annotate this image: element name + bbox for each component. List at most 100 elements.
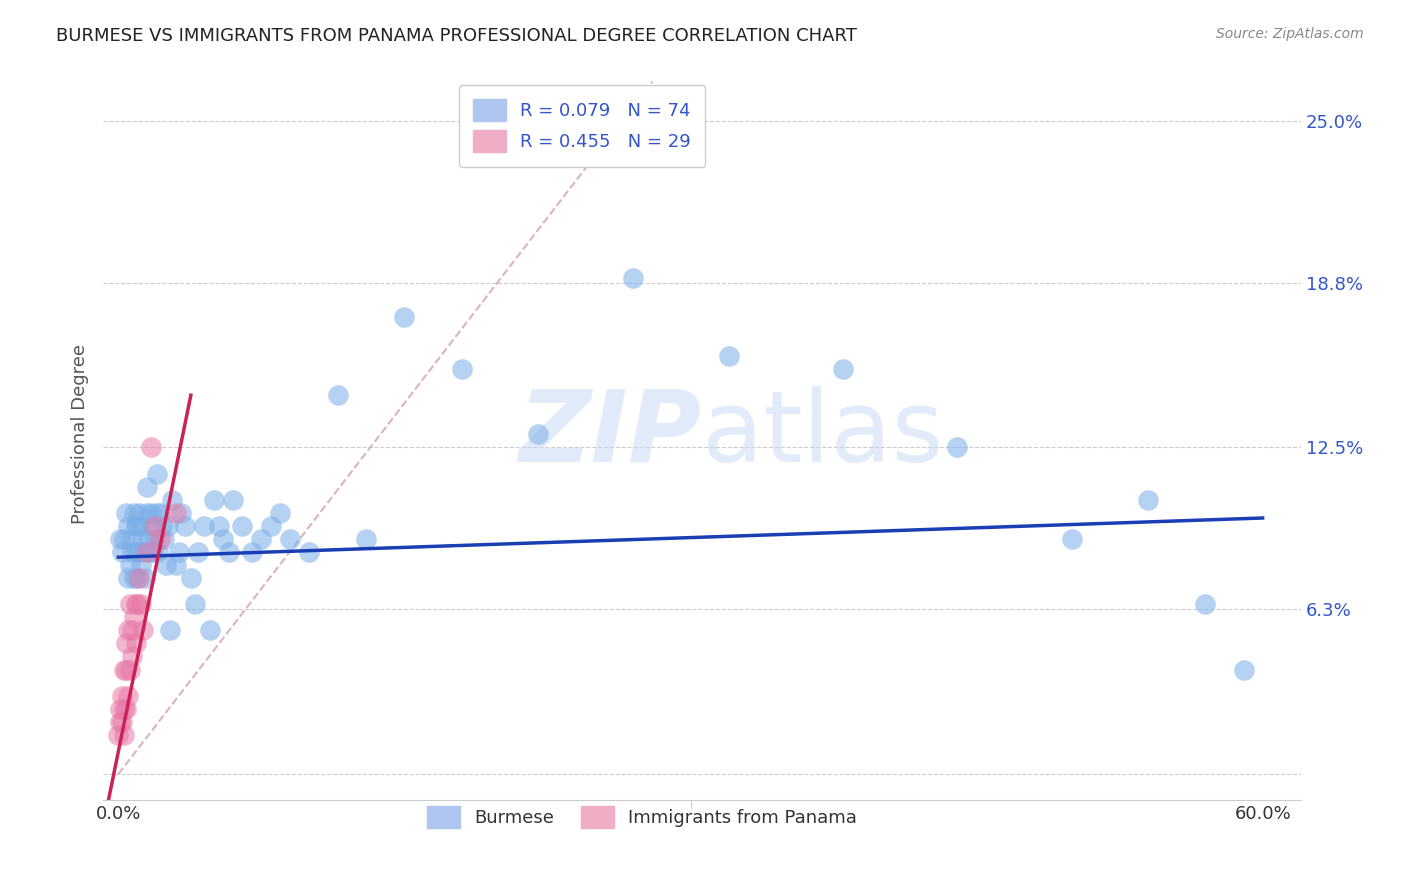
- Point: [132, 532, 155, 546]
- Point: [110, 714, 132, 729]
- Point: [129, 518, 152, 533]
- Point: [136, 506, 159, 520]
- Point: [298, 545, 321, 559]
- Point: [122, 571, 145, 585]
- Point: [153, 532, 176, 546]
- Point: [250, 532, 273, 546]
- Point: [128, 571, 150, 585]
- Point: [143, 518, 166, 533]
- Point: [231, 518, 253, 533]
- Point: [117, 518, 139, 533]
- Point: [193, 518, 215, 533]
- Point: [149, 506, 172, 520]
- Point: [121, 649, 143, 664]
- Point: [326, 388, 349, 402]
- Point: [134, 571, 156, 585]
- Point: [527, 427, 550, 442]
- Point: [107, 728, 129, 742]
- Point: [202, 492, 225, 507]
- Point: [187, 545, 209, 559]
- Point: [129, 597, 152, 611]
- Point: [145, 467, 167, 481]
- Point: [127, 571, 149, 585]
- Point: [1060, 532, 1083, 546]
- Point: [132, 545, 155, 559]
- Point: [149, 532, 172, 546]
- Point: [155, 558, 177, 572]
- Point: [117, 624, 139, 638]
- Point: [132, 624, 155, 638]
- Point: [394, 310, 416, 324]
- Point: [122, 610, 145, 624]
- Point: [112, 728, 135, 742]
- Point: [143, 532, 166, 546]
- Point: [110, 532, 132, 546]
- Point: [124, 518, 146, 533]
- Point: [115, 663, 138, 677]
- Point: [115, 636, 138, 650]
- Point: [222, 492, 245, 507]
- Point: [156, 518, 179, 533]
- Point: [142, 518, 165, 533]
- Point: [169, 545, 191, 559]
- Point: [112, 702, 135, 716]
- Point: [118, 558, 141, 572]
- Text: ZIP: ZIP: [519, 386, 702, 483]
- Point: [717, 349, 740, 363]
- Point: [139, 506, 162, 520]
- Point: [128, 545, 150, 559]
- Point: [450, 362, 472, 376]
- Point: [1194, 597, 1216, 611]
- Point: [170, 506, 193, 520]
- Point: [183, 597, 205, 611]
- Point: [218, 545, 240, 559]
- Point: [112, 532, 135, 546]
- Point: [118, 597, 141, 611]
- Point: [127, 597, 149, 611]
- Point: [110, 702, 132, 716]
- Point: [136, 480, 159, 494]
- Point: [124, 597, 146, 611]
- Point: [150, 518, 173, 533]
- Text: Source: ZipAtlas.com: Source: ZipAtlas.com: [1216, 27, 1364, 41]
- Point: [111, 714, 134, 729]
- Point: [260, 518, 283, 533]
- Point: [117, 689, 139, 703]
- Point: [278, 532, 301, 546]
- Point: [1137, 492, 1160, 507]
- Point: [198, 624, 221, 638]
- Point: [621, 270, 644, 285]
- Point: [117, 571, 139, 585]
- Point: [121, 624, 143, 638]
- Point: [240, 545, 263, 559]
- Point: [160, 492, 183, 507]
- Legend: Burmese, Immigrants from Panama: Burmese, Immigrants from Panama: [420, 798, 865, 835]
- Point: [136, 545, 159, 559]
- Point: [129, 558, 152, 572]
- Point: [118, 663, 141, 677]
- Point: [112, 663, 135, 677]
- Text: atlas: atlas: [702, 386, 943, 483]
- Point: [159, 624, 181, 638]
- Point: [124, 636, 146, 650]
- Point: [212, 532, 235, 546]
- Point: [138, 545, 160, 559]
- Point: [145, 506, 167, 520]
- Point: [115, 506, 138, 520]
- Point: [121, 545, 143, 559]
- Point: [122, 506, 145, 520]
- Point: [148, 545, 170, 559]
- Point: [128, 506, 150, 520]
- Point: [356, 532, 378, 546]
- Point: [115, 702, 138, 716]
- Point: [111, 689, 134, 703]
- Point: [138, 532, 160, 546]
- Point: [139, 441, 162, 455]
- Point: [832, 362, 855, 376]
- Text: BURMESE VS IMMIGRANTS FROM PANAMA PROFESSIONAL DEGREE CORRELATION CHART: BURMESE VS IMMIGRANTS FROM PANAMA PROFES…: [56, 27, 858, 45]
- Point: [174, 518, 197, 533]
- Point: [124, 545, 146, 559]
- Point: [165, 506, 187, 520]
- Point: [946, 441, 969, 455]
- Point: [165, 558, 187, 572]
